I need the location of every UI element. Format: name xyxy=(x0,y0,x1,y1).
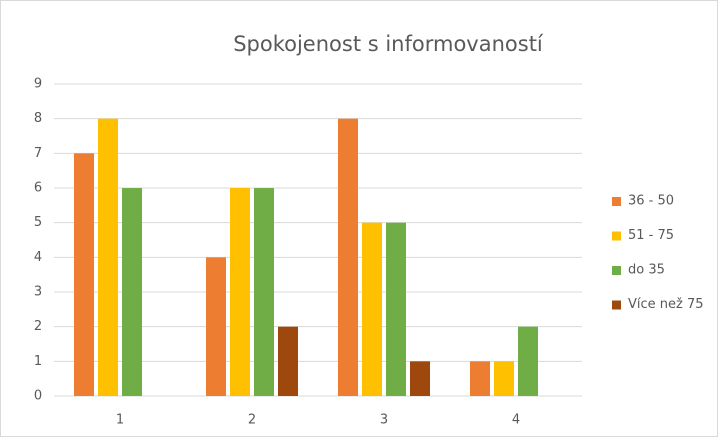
legend-label: 36 - 50 xyxy=(628,194,674,209)
bar xyxy=(386,222,406,396)
bar xyxy=(74,153,94,396)
y-tick-label: 1 xyxy=(34,354,42,369)
legend-label: 51 - 75 xyxy=(628,228,674,243)
bar xyxy=(338,118,358,397)
legend-swatch xyxy=(612,300,621,310)
x-tick-label: 2 xyxy=(248,413,256,428)
y-tick-label: 7 xyxy=(34,146,42,161)
bar xyxy=(410,361,430,396)
bar xyxy=(122,188,142,396)
y-tick-label: 2 xyxy=(34,319,42,334)
bar xyxy=(362,222,382,396)
y-tick-label: 5 xyxy=(34,215,42,230)
bar xyxy=(518,326,538,396)
y-tick-label: 9 xyxy=(34,77,42,92)
bar xyxy=(470,361,490,396)
x-tick-label: 4 xyxy=(512,413,520,428)
bar xyxy=(98,118,118,397)
y-tick-label: 0 xyxy=(34,389,42,404)
y-tick-label: 6 xyxy=(34,181,42,196)
bar xyxy=(494,361,514,396)
legend-swatch xyxy=(612,197,621,206)
x-tick-label: 1 xyxy=(116,413,124,428)
bar xyxy=(230,188,250,396)
legend-swatch xyxy=(612,231,621,241)
bar xyxy=(254,188,274,396)
y-tick-label: 3 xyxy=(34,285,42,300)
y-tick-label: 8 xyxy=(34,111,42,126)
y-tick-label: 4 xyxy=(34,250,42,265)
x-tick-label: 3 xyxy=(380,413,388,428)
bar xyxy=(206,257,226,396)
bar xyxy=(278,326,298,396)
legend-label: Více než 75 xyxy=(628,297,704,312)
legend-label: do 35 xyxy=(628,263,665,278)
legend-swatch xyxy=(612,266,621,275)
chart-title: Spokojenost s informovaností xyxy=(233,32,544,56)
